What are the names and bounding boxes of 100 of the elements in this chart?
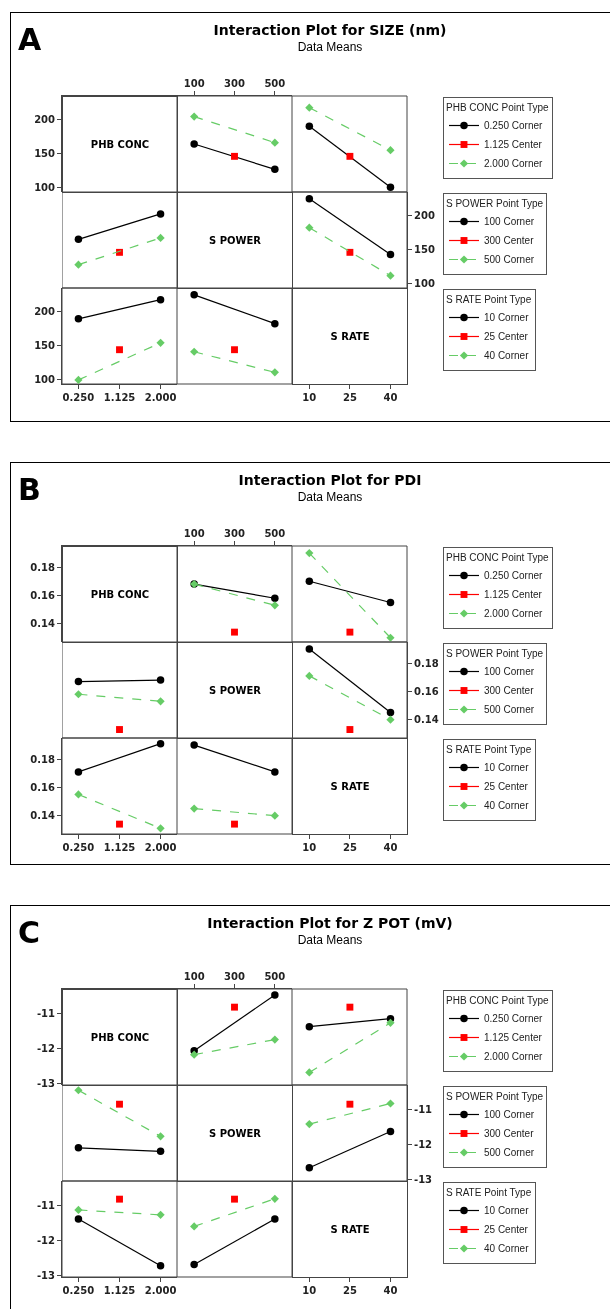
x-tick-label: 1.125 [103,1285,136,1296]
legend-label: 500 Corner [484,704,535,716]
legend-title: S RATE Point Type [446,744,532,755]
text: B [18,472,41,507]
legend-label: 10 Corner [484,312,530,324]
y-tick-label: 100 [34,182,56,194]
text: C [18,915,41,950]
text: S POWER [177,642,293,739]
legend-label: 500 Corner [484,1147,535,1159]
y-tick-label: -12 [36,1042,56,1054]
x-tick-label: 500 [264,528,286,539]
legend-label: 25 Center [484,781,529,793]
text: S POWER [177,1085,293,1182]
legend-label: 25 Center [484,1224,529,1236]
legend-title: S POWER Point Type [446,198,544,209]
legend-title: S RATE Point Type [446,1187,532,1198]
text: Data Means [297,40,363,54]
text: Data Means [297,933,363,947]
legend-label: 300 Center [484,1128,535,1140]
x-tick-label: 40 [383,842,398,853]
legend-label: 2.000 Corner [484,1051,544,1063]
legend-title: PHB CONC Point Type [446,552,550,563]
legend-title: PHB CONC Point Type [446,995,550,1006]
legend-label: 0.250 Corner [484,120,544,132]
y-tick-label: 200 [414,209,435,221]
legend-label: 300 Center [484,685,535,697]
legend-label: 2.000 Corner [484,608,544,620]
legend-label: 40 Corner [484,350,530,362]
y-tick-label: -13 [414,1173,433,1185]
x-tick-label: 300 [224,78,245,89]
legend-label: 1.125 Center [484,139,543,151]
legend-label: 0.250 Corner [484,1013,544,1025]
x-tick-label: 500 [264,78,286,89]
legend-label: 100 Corner [484,1109,535,1121]
x-tick-label: 300 [224,528,245,539]
legend-label: 25 Center [484,331,529,343]
legend-label: 40 Corner [484,800,530,812]
legend-label: 500 Corner [484,254,535,266]
legend-title: S POWER Point Type [446,1091,544,1102]
y-tick-label: 0.14 [30,618,56,630]
y-tick-label: -12 [414,1138,433,1150]
y-tick-label: 0.16 [30,589,56,601]
y-tick-label: -13 [36,1077,56,1089]
legend-title: PHB CONC Point Type [446,102,550,113]
y-tick-label: 0.18 [30,561,56,573]
legend-title: S RATE Point Type [446,294,532,305]
x-tick-label: 2.000 [144,842,177,853]
text: S RATE [292,288,408,385]
x-tick-label: 40 [383,1285,398,1296]
legend-label: 10 Corner [484,762,530,774]
y-tick-label: -11 [36,1199,56,1211]
legend-label: 2.000 Corner [484,158,544,170]
y-tick-label: 0.14 [30,810,56,822]
legend-label: 10 Corner [484,1205,530,1217]
legend-label: 100 Corner [484,216,535,228]
x-tick-label: 100 [183,78,205,89]
legend-label: 1.125 Center [484,589,543,601]
y-tick-label: -11 [36,1007,56,1019]
y-tick-label: 0.18 [414,657,439,669]
x-tick-label: 1.125 [103,842,136,853]
x-tick-label: 0.250 [62,1285,95,1296]
y-tick-label: 0.18 [30,753,56,765]
x-tick-label: 40 [383,392,398,403]
text: PHB CONC [62,546,178,643]
x-tick-label: 10 [302,1285,317,1296]
text: PHB CONC [62,989,178,1086]
x-tick-label: 25 [342,842,357,853]
x-tick-label: 2.000 [144,392,177,403]
y-tick-label: -11 [414,1103,433,1115]
x-tick-label: 500 [264,971,286,982]
legend-label: 0.250 Corner [484,570,544,582]
y-tick-label: 100 [414,278,435,290]
text: Interaction Plot for Z POT (mV) [207,915,453,931]
x-tick-label: 2.000 [144,1285,177,1296]
y-tick-label: -12 [36,1234,56,1246]
text: S POWER [177,192,293,289]
text: Interaction Plot for SIZE (nm) [213,22,447,38]
legend-label: 300 Center [484,235,535,247]
text: Data Means [297,490,363,504]
legend-label: 40 Corner [484,1243,530,1255]
text: S RATE [292,1181,408,1278]
legend-title: S POWER Point Type [446,648,544,659]
text: Interaction Plot for PDI [238,472,422,488]
y-tick-label: 150 [34,340,56,352]
x-tick-label: 100 [183,528,205,539]
y-tick-label: 0.16 [30,781,56,793]
x-tick-label: 100 [183,971,205,982]
x-tick-label: 10 [302,392,317,403]
x-tick-label: 25 [342,1285,357,1296]
x-tick-label: 1.125 [103,392,136,403]
x-tick-label: 25 [342,392,357,403]
y-tick-label: 100 [34,374,56,386]
y-tick-label: 150 [414,244,435,256]
y-tick-label: 150 [34,148,56,160]
y-tick-label: 0.16 [414,685,439,697]
y-tick-label: 200 [34,113,56,125]
y-tick-label: 0.14 [414,714,439,726]
legend-label: 100 Corner [484,666,535,678]
legend-label: 1.125 Center [484,1032,543,1044]
text: PHB CONC [62,96,178,193]
